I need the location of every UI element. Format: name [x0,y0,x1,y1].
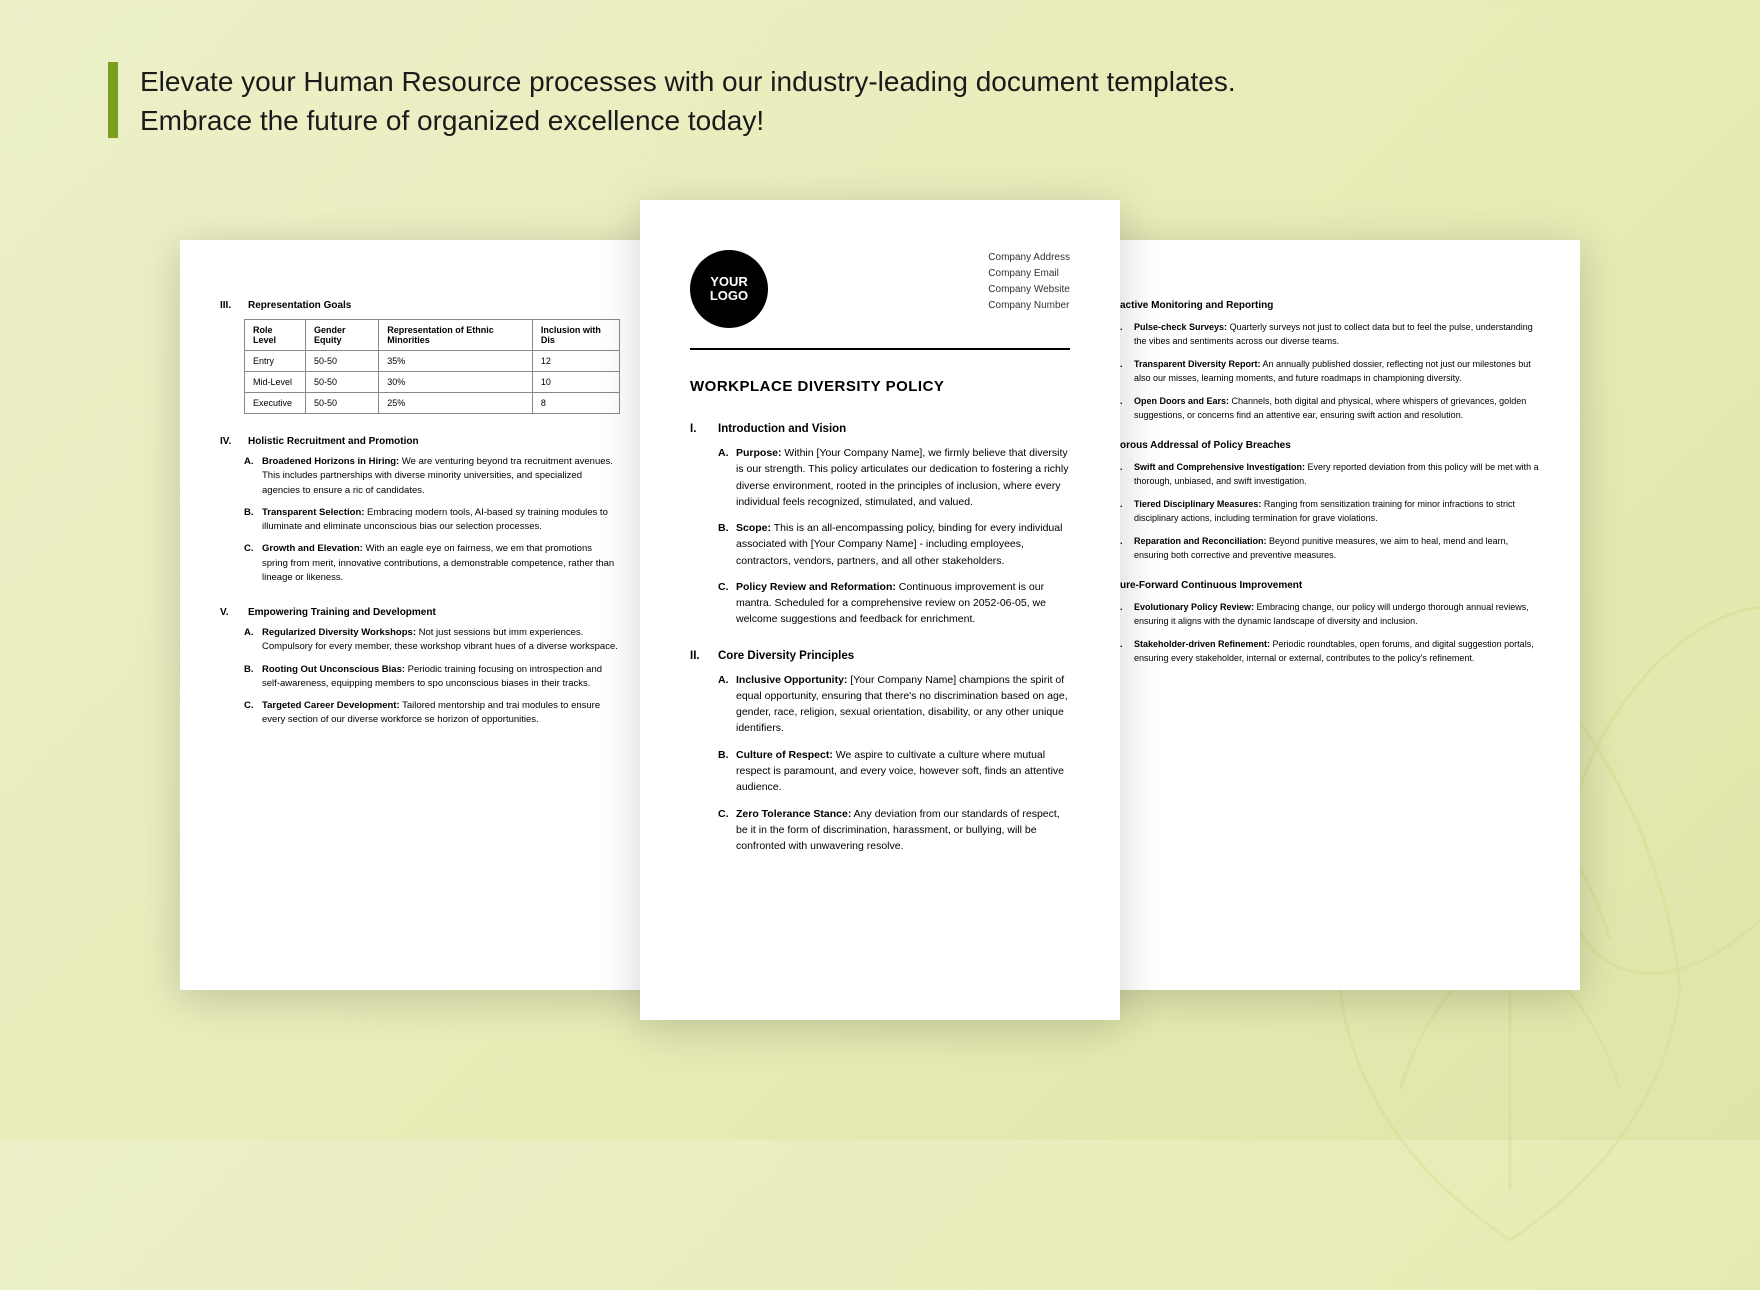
company-logo: YOUR LOGO [690,250,768,328]
company-meta: Company Address Company Email Company We… [988,250,1070,314]
document-page-center: YOUR LOGO Company Address Company Email … [640,200,1120,1020]
representation-goals-table: Role Level Gender Equity Representation … [244,319,620,414]
pages-container: III. Representation Goals Role Level Gen… [0,200,1760,1140]
divider [690,348,1070,350]
section-number: III. [220,300,248,311]
section-title: orous Addressal of Policy Breaches [1120,440,1540,451]
document-page-left: III. Representation Goals Role Level Gen… [180,240,660,990]
tagline-block: Elevate your Human Resource processes wi… [108,62,1236,140]
section-title: Representation Goals [248,300,351,311]
section-title: ure-Forward Continuous Improvement [1120,580,1540,591]
section-title: active Monitoring and Reporting [1120,300,1540,311]
document-title: WORKPLACE DIVERSITY POLICY [690,378,1070,395]
accent-bar [108,62,118,138]
document-page-right: active Monitoring and Reporting .Pulse-c… [1100,240,1580,990]
tagline-text: Elevate your Human Resource processes wi… [140,62,1236,140]
